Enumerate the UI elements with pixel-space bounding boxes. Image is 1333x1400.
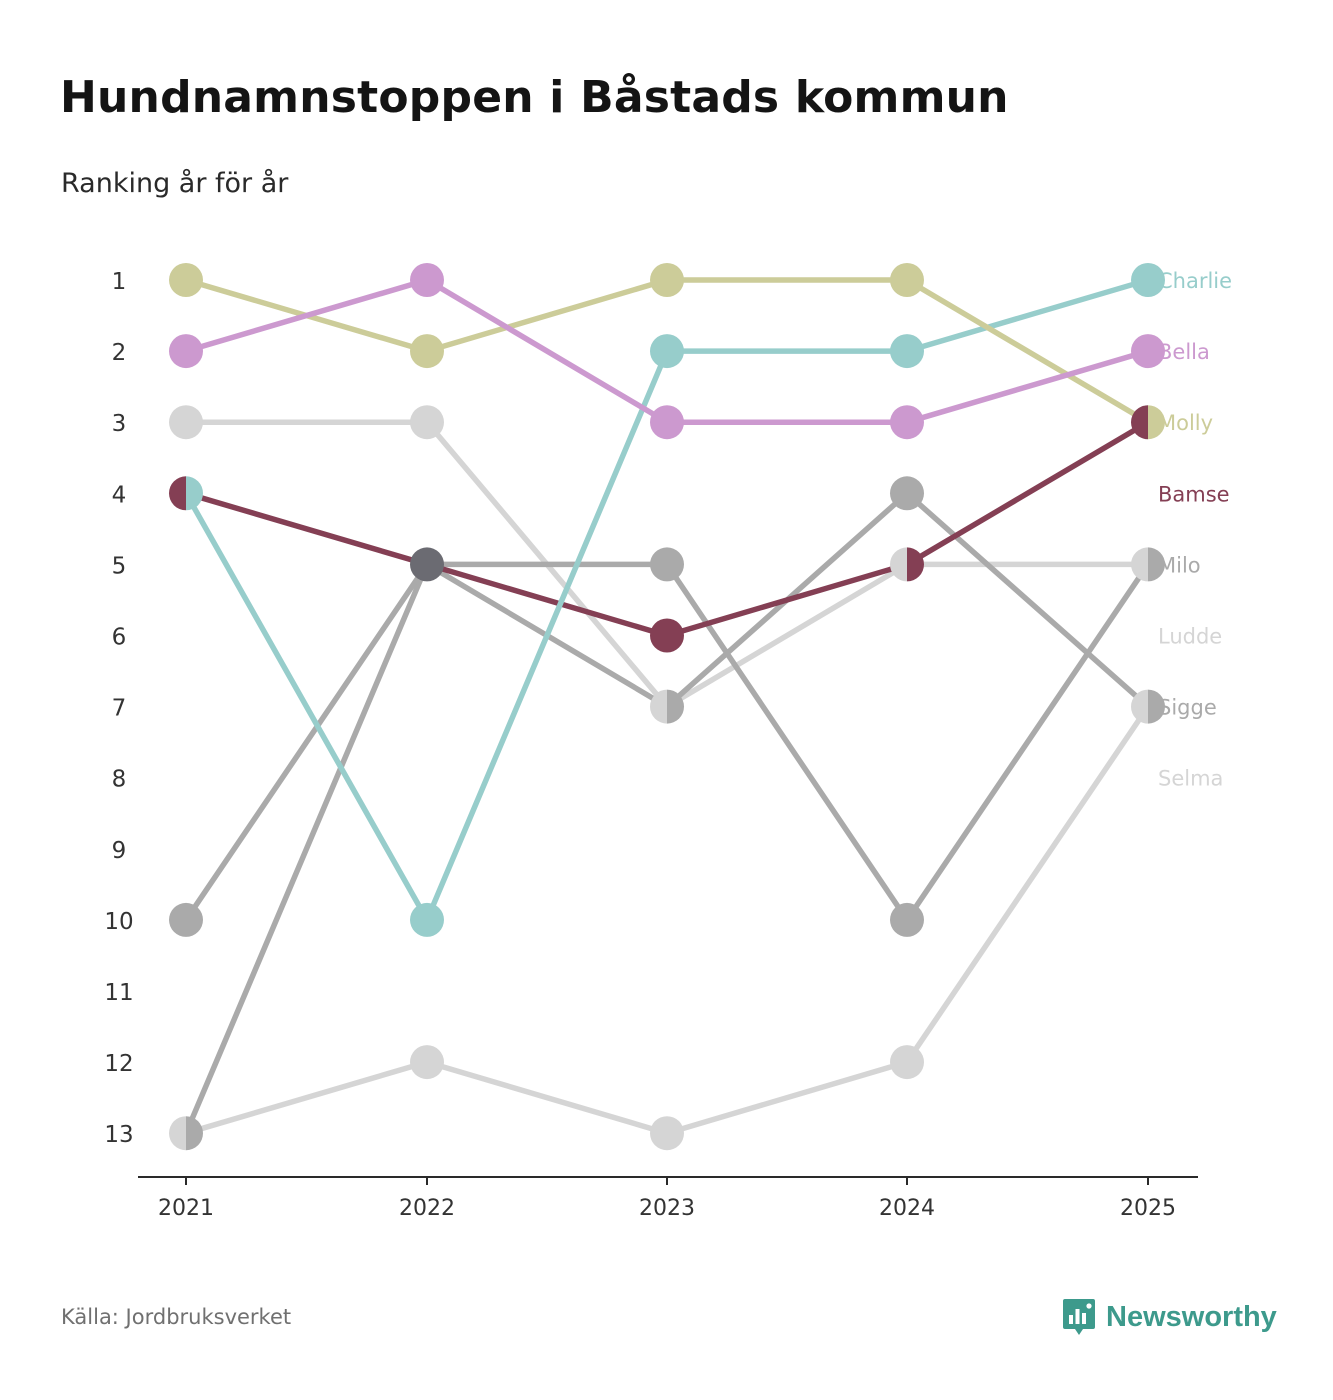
series-line-selma xyxy=(183,703,1151,1136)
marker-bamse-2024 xyxy=(907,547,924,582)
marker-milo-2023 xyxy=(650,547,684,582)
marker-selma-2024 xyxy=(890,1045,924,1080)
marker-molly-2022 xyxy=(410,334,444,369)
y-tick-label-11: 11 xyxy=(104,980,133,1006)
marker-selma-2025 xyxy=(1131,689,1148,724)
marker-molly-2021 xyxy=(169,263,203,297)
chart-title: Hundnamnstoppen i Båstads kommun xyxy=(60,72,1009,123)
y-tick-label-8: 8 xyxy=(112,767,127,793)
legend-label-bella: Bella xyxy=(1158,340,1210,364)
marker-ludde-2024 xyxy=(890,547,907,582)
source-note: Källa: Jordbruksverket xyxy=(61,1305,292,1329)
marker-milo-2021 xyxy=(186,1116,203,1151)
x-tick-label-2021: 2021 xyxy=(158,1196,214,1221)
chart-subtitle: Ranking år för år xyxy=(61,168,289,199)
y-tick-label-2: 2 xyxy=(112,340,127,366)
brand-logo[interactable]: Newsworthy xyxy=(1062,1297,1277,1337)
marker-selma-2022 xyxy=(410,1045,444,1080)
marker-molly-2025 xyxy=(1148,405,1165,440)
marker-bamse-2025 xyxy=(1131,405,1148,440)
marker-ludde-2023 xyxy=(650,689,667,724)
legend-label-sigge: Sigge xyxy=(1158,696,1217,720)
y-tick-label-13: 13 xyxy=(104,1122,133,1148)
x-tick-label-2022: 2022 xyxy=(399,1196,455,1221)
marker-ludde-2022 xyxy=(410,405,444,440)
legend-label-selma: Selma xyxy=(1158,767,1223,791)
x-tick-label-2023: 2023 xyxy=(639,1196,695,1221)
marker-bamse-2023 xyxy=(650,618,684,653)
marker-molly-2023 xyxy=(650,263,684,297)
marker-sigge-2021 xyxy=(169,902,203,937)
legend-label-charlie: Charlie xyxy=(1158,269,1232,293)
marker-bella-2025 xyxy=(1131,334,1165,369)
legend-label-molly: Molly xyxy=(1158,411,1213,435)
marker-bella-2021 xyxy=(169,334,203,369)
y-tick-label-10: 10 xyxy=(104,909,133,935)
marker-charlie-2024 xyxy=(890,334,924,369)
x-tick-label-2024: 2024 xyxy=(879,1196,935,1221)
marker-sigge-2024 xyxy=(890,476,924,511)
y-tick-label-7: 7 xyxy=(112,696,127,722)
series-line-charlie xyxy=(183,277,1151,923)
y-tick-label-4: 4 xyxy=(112,482,127,508)
marker-charlie-2023 xyxy=(650,334,684,369)
marker-bella-2024 xyxy=(890,405,924,440)
y-tick-label-6: 6 xyxy=(112,625,127,651)
y-tick-label-1: 1 xyxy=(112,269,127,295)
marker-charlie-2022 xyxy=(410,902,444,937)
marker-sigge-2023 xyxy=(667,689,684,724)
marker-molly-2024 xyxy=(890,263,924,297)
marker-bella-2022 xyxy=(410,263,444,297)
series-line-bamse xyxy=(183,419,1151,639)
marker-milo-2025 xyxy=(1148,547,1165,582)
y-tick-label-12: 12 xyxy=(104,1051,133,1077)
newsworthy-logo-icon xyxy=(1063,1299,1095,1335)
x-tick-label-2025: 2025 xyxy=(1120,1196,1176,1221)
legend-label-ludde: Ludde xyxy=(1158,625,1222,649)
legend-label-bamse: Bamse xyxy=(1158,482,1230,506)
marker-ludde-2025 xyxy=(1131,547,1148,582)
marker-selma-2021 xyxy=(169,1116,186,1151)
legend-label-milo: Milo xyxy=(1158,553,1201,577)
marker-bamse-2021 xyxy=(169,476,186,511)
marker-sigge-2025 xyxy=(1148,689,1165,724)
marker-selma-2023 xyxy=(650,1116,684,1151)
y-tick-label-9: 9 xyxy=(112,838,127,864)
y-tick-label-3: 3 xyxy=(112,411,127,437)
y-tick-label-5: 5 xyxy=(112,553,127,579)
marker-milo-2024 xyxy=(890,902,924,937)
brand-name: Newsworthy xyxy=(1106,1300,1277,1333)
marker-bella-2023 xyxy=(650,405,684,440)
marker-charlie-2021 xyxy=(186,476,203,511)
marker-ludde-2021 xyxy=(169,405,203,440)
marker-charlie-2025 xyxy=(1131,263,1165,297)
